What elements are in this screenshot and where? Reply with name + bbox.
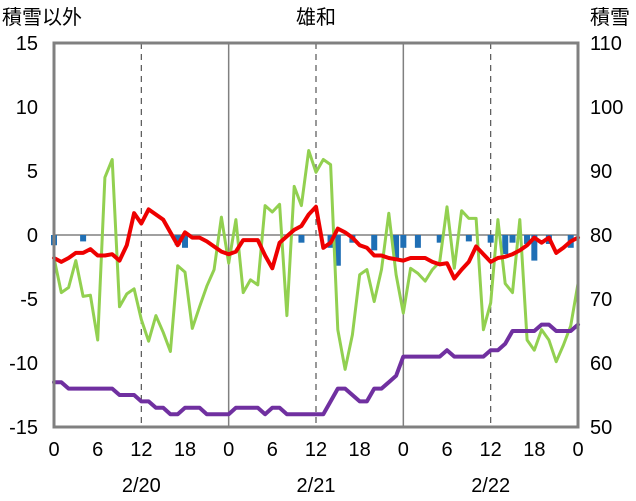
x-tick-label: 12: [480, 439, 502, 461]
right-tick-label: 100: [590, 97, 623, 119]
series-line-2: [52, 204, 580, 281]
right-tick-label: 110: [590, 33, 622, 55]
bar: [298, 235, 305, 243]
x-tick-label: 18: [349, 439, 371, 461]
chart-title: 雄和: [296, 5, 336, 29]
x-tick-label: 0: [572, 439, 583, 461]
x-tick-label: 12: [130, 439, 152, 461]
x-tick-label: 6: [441, 439, 452, 461]
date-label: 2/21: [297, 475, 336, 497]
right-tick-label: 60: [590, 353, 612, 375]
left-tick-label: 10: [16, 97, 38, 119]
bar: [80, 235, 87, 242]
bar: [531, 235, 538, 261]
x-tick-label: 0: [223, 439, 234, 461]
left-tick-label: -15: [9, 417, 38, 439]
x-tick-label: 0: [398, 439, 409, 461]
bar: [182, 235, 188, 248]
left-tick-label: 5: [27, 161, 38, 183]
bar: [174, 235, 181, 246]
bar: [502, 235, 509, 255]
left-tick-label: -5: [20, 289, 38, 311]
right-tick-label: 80: [590, 225, 612, 247]
date-label: 2/20: [122, 475, 161, 497]
right-axis-label: 積雪: [590, 5, 630, 29]
x-tick-label: 12: [305, 439, 327, 461]
bar: [524, 235, 531, 244]
right-tick-label: 50: [590, 417, 612, 439]
bar: [414, 235, 421, 248]
bar: [400, 235, 407, 248]
series-line-1: [52, 149, 580, 371]
left-tick-label: 15: [16, 33, 38, 55]
left-tick-label: -10: [9, 353, 38, 375]
bar: [465, 235, 472, 242]
left-axis-label: 積雪以外: [2, 5, 82, 29]
bar: [436, 235, 443, 243]
bar: [334, 235, 341, 266]
bar: [487, 235, 494, 243]
x-tick-label: 6: [92, 439, 103, 461]
x-tick-label: 0: [48, 439, 59, 461]
plot-frame: [52, 41, 580, 429]
right-tick-label: 90: [590, 161, 612, 183]
bar: [509, 235, 516, 243]
x-tick-label: 6: [267, 439, 278, 461]
x-tick-label: 18: [174, 439, 196, 461]
x-tick-label: 18: [523, 439, 545, 461]
date-label: 2/22: [471, 475, 510, 497]
left-tick-label: 0: [27, 225, 38, 247]
bar: [371, 235, 378, 251]
bar: [393, 235, 400, 259]
series-line-3: [52, 322, 580, 417]
right-tick-label: 70: [590, 289, 612, 311]
